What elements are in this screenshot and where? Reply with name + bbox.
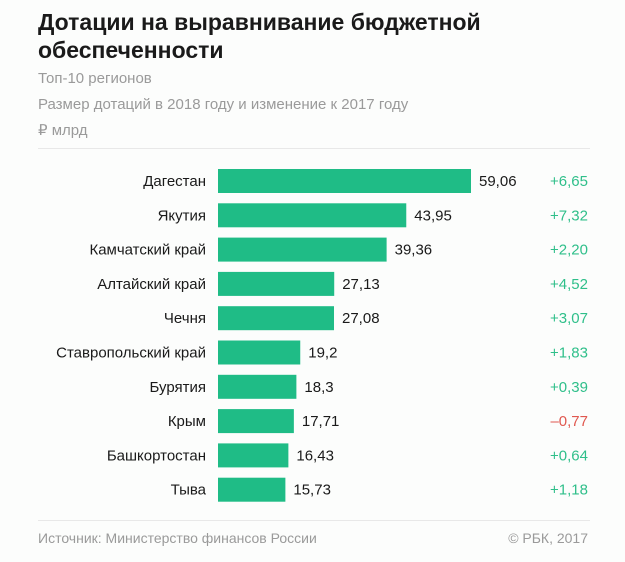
category-label: Дагестан (143, 173, 206, 190)
bar (218, 477, 286, 502)
chart-title: Дотации на выравнивание бюджетной обеспе… (38, 9, 481, 63)
change-label: +0,64 (550, 447, 588, 464)
value-label: 15,73 (293, 482, 331, 499)
category-label: Бурятия (149, 379, 206, 396)
change-label: +6,65 (550, 173, 588, 190)
category-label: Башкортостан (107, 447, 206, 464)
change-label: +1,18 (550, 482, 588, 499)
bar (218, 340, 301, 365)
category-label: Тыва (171, 482, 207, 499)
unit-label: ₽ млрд (38, 122, 88, 139)
subtitle-description: Размер дотаций в 2018 году и изменение к… (38, 96, 409, 113)
value-label: 27,08 (342, 310, 380, 327)
bar (218, 374, 297, 399)
change-label: +7,32 (550, 207, 588, 224)
value-label: 39,36 (395, 242, 433, 259)
category-label: Камчатский край (89, 242, 206, 259)
bar (218, 409, 294, 434)
value-label: 19,2 (308, 345, 337, 362)
category-label: Ставропольский край (56, 345, 206, 362)
copyright: © РБК, 2017 (508, 530, 588, 546)
bar (218, 169, 471, 193)
value-label: 16,43 (296, 447, 334, 464)
change-label: +0,39 (550, 379, 588, 396)
source-note: Источник: Министерство финансов России (38, 530, 317, 546)
bar (218, 306, 335, 331)
bar (218, 271, 335, 296)
value-label: 59,06 (479, 173, 517, 190)
category-label: Крым (168, 413, 206, 430)
category-label: Чечня (164, 310, 206, 327)
change-label: +1,83 (550, 345, 588, 362)
category-label: Якутия (158, 207, 206, 224)
subtitle-top10: Топ-10 регионов (38, 70, 152, 87)
change-label: +4,52 (550, 276, 588, 293)
change-label: +2,20 (550, 242, 588, 259)
value-label: 27,13 (342, 276, 380, 293)
value-label: 18,3 (304, 379, 333, 396)
divider-bottom (38, 520, 590, 521)
value-label: 43,95 (414, 207, 452, 224)
bar (218, 203, 407, 228)
change-label: +3,07 (550, 310, 588, 327)
change-label: –0,77 (550, 413, 588, 430)
value-label: 17,71 (302, 413, 340, 430)
category-label: Алтайский край (97, 276, 206, 293)
bar (218, 443, 289, 468)
bar (218, 237, 387, 262)
divider-top (38, 148, 590, 149)
